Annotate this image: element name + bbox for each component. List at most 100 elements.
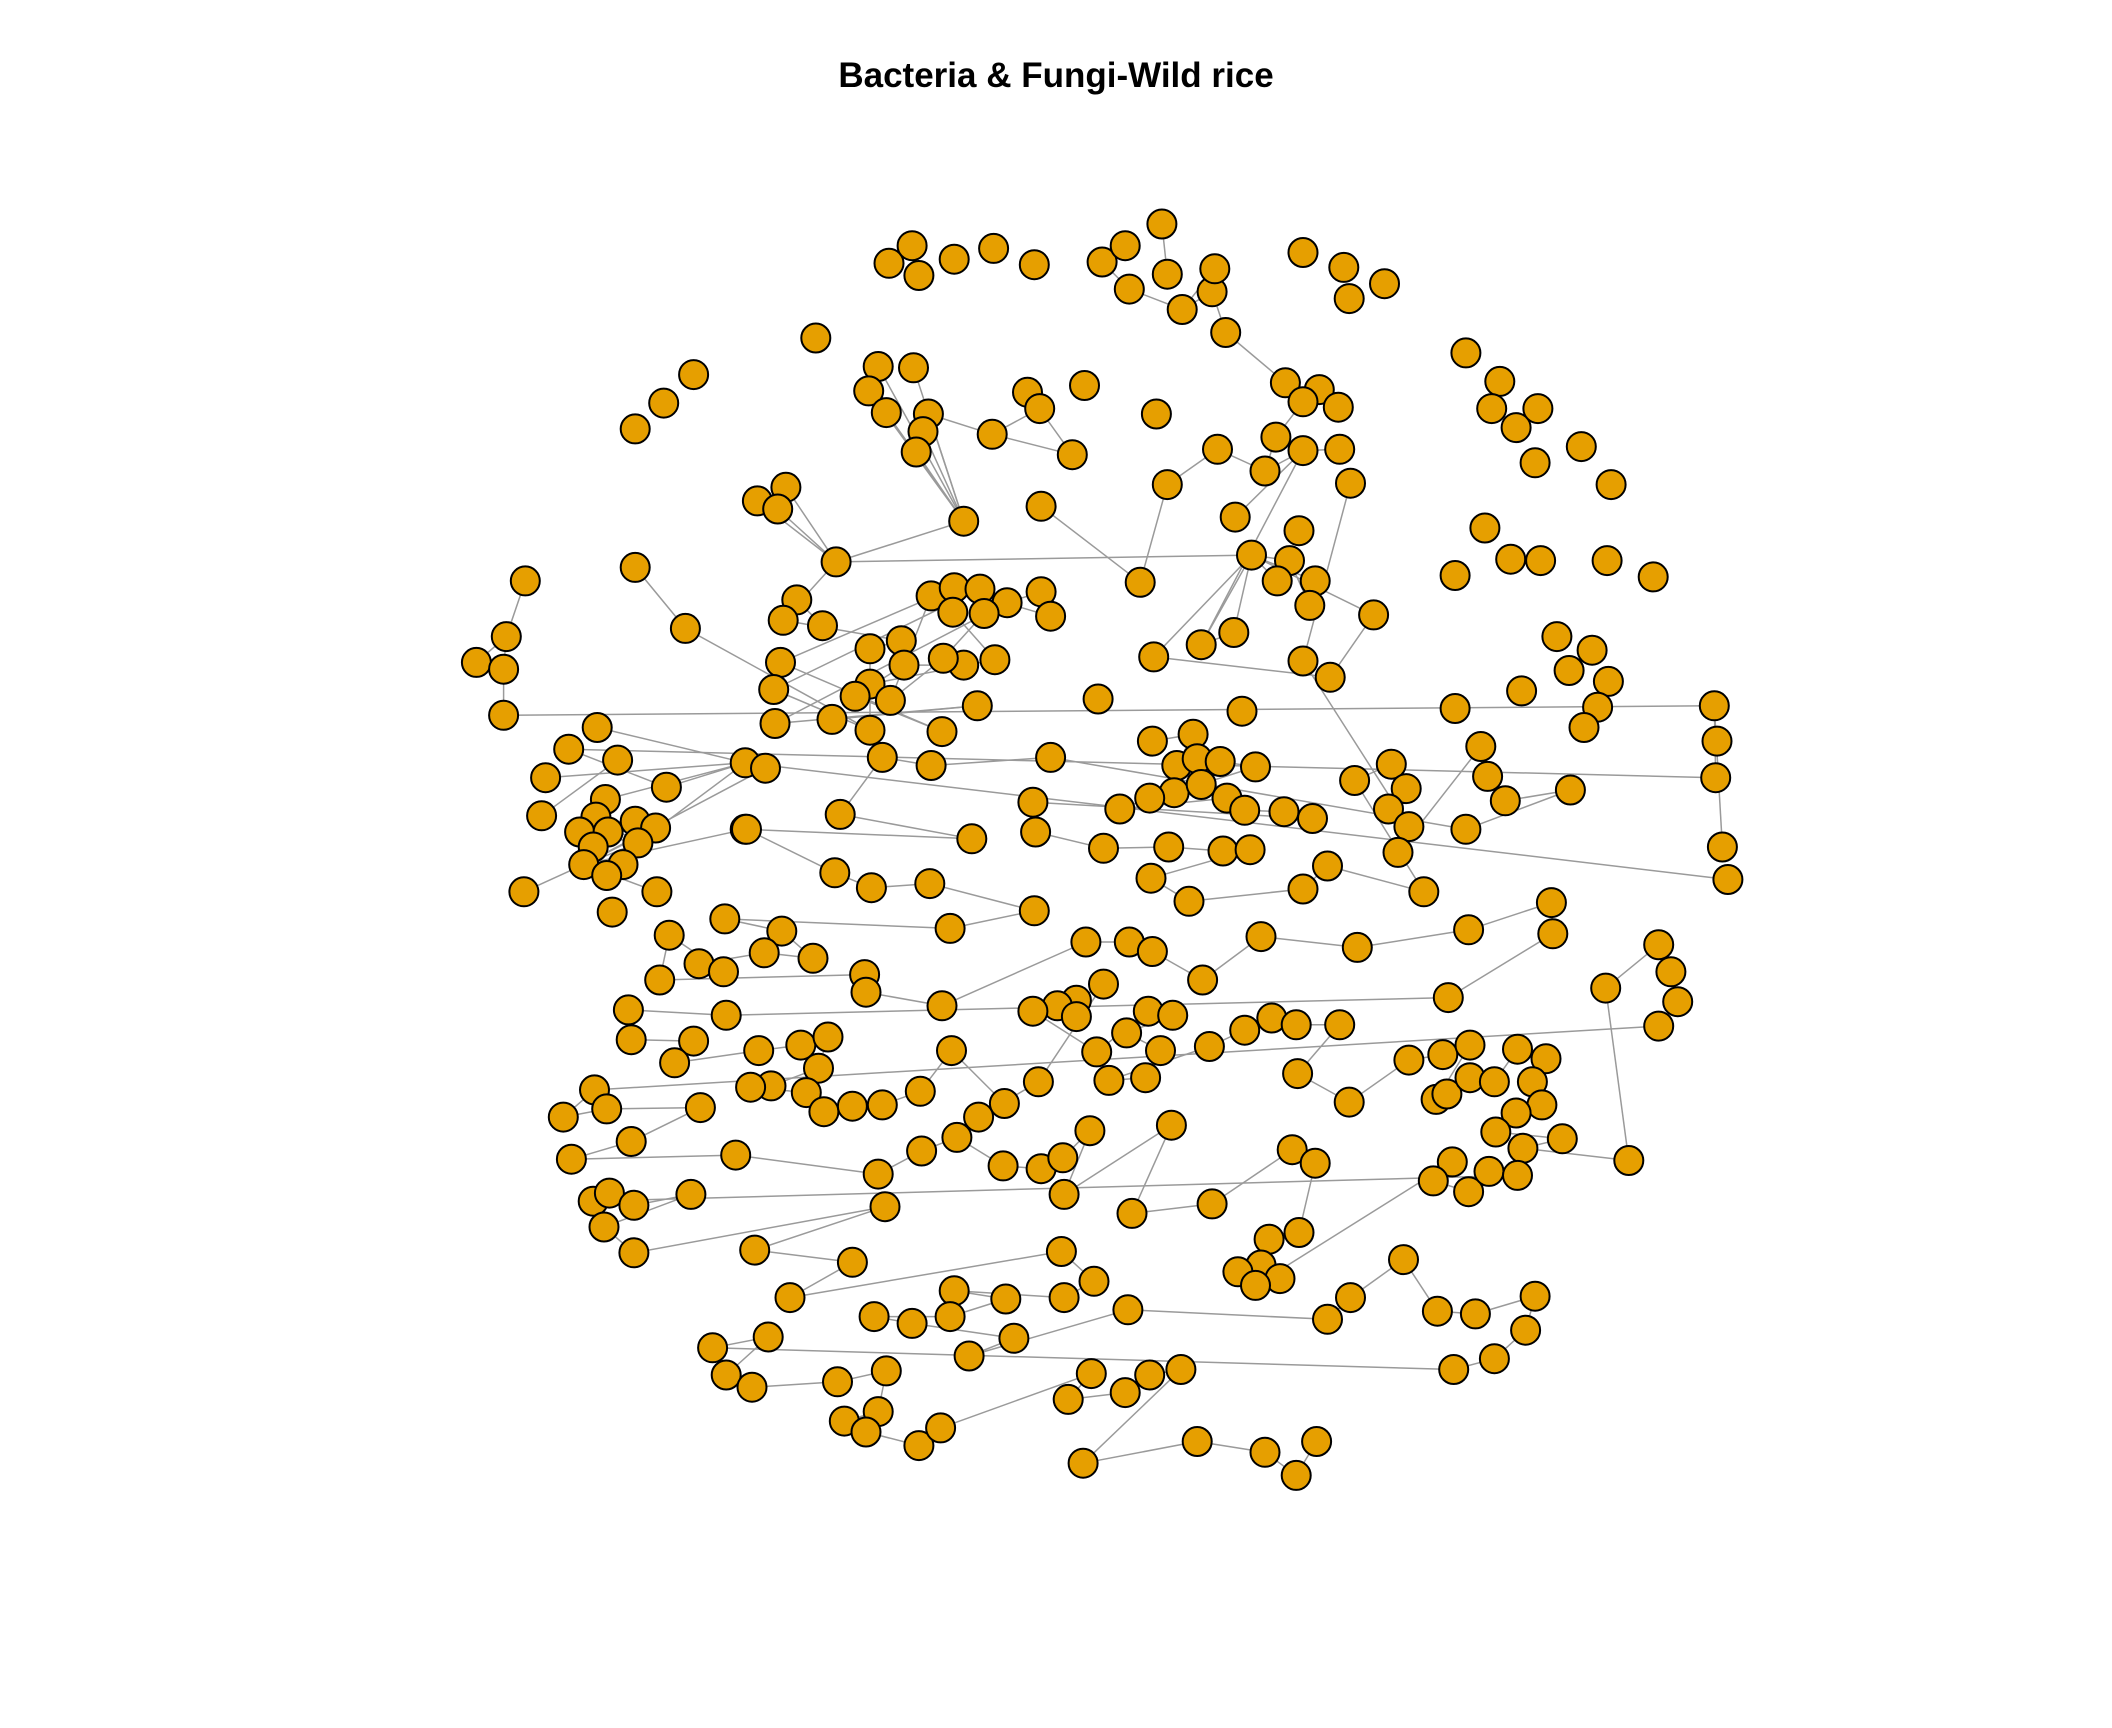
network-node [800,322,832,354]
network-node [822,1366,853,1398]
network-node [1358,599,1390,631]
network-edge [1604,988,1630,1161]
network-node [1157,999,1189,1031]
network-node [1199,253,1231,285]
network-node [1287,386,1319,418]
network-node [602,744,634,776]
network-node [1035,741,1067,773]
network-edge [1357,929,1469,949]
network-node [1145,1035,1176,1067]
network-edge [606,1106,701,1110]
network-node [1506,675,1538,707]
network-node [1324,433,1356,465]
network-node [1590,972,1622,1004]
network-node [750,752,781,784]
network-node [1700,762,1732,794]
network-node [854,714,886,746]
network-edge [583,767,766,866]
network-node [1613,1145,1645,1176]
network-edge [1037,983,1105,1083]
network-node [1069,370,1100,401]
network-node [1022,1066,1054,1098]
network-node [1187,964,1219,996]
network-node [1052,1383,1084,1415]
network-node [1495,543,1527,575]
network-edge [724,918,951,930]
network-node [767,604,799,636]
network-edge [545,762,746,779]
network-node [619,413,651,445]
network-node [990,1283,1022,1315]
network-node [619,551,651,583]
network-node [858,1301,890,1333]
network-node [1245,921,1277,953]
network-node [914,868,946,900]
network-node [1662,986,1694,1018]
network-node [869,1191,901,1223]
network-node [1112,1294,1144,1326]
network-edge [1327,865,1424,893]
network-node [581,712,613,743]
network-node [1024,393,1056,425]
network-edge [1082,1368,1182,1464]
network-node [948,505,980,537]
network-node [1698,690,1730,722]
network-node [1018,249,1050,281]
network-node [615,1126,647,1157]
node-layer [460,208,1744,1491]
network-node [1478,1343,1510,1375]
network-edge [503,705,1715,717]
network-edge [712,1347,1454,1371]
network-node [488,653,520,685]
network-node [1282,1058,1314,1090]
network-edge [1465,789,1571,831]
network-node [1322,391,1354,423]
network-node [710,999,742,1031]
network-node [1453,914,1485,946]
network-node [1427,1039,1459,1071]
network-node [735,1071,767,1103]
network-node [1655,956,1687,988]
network-node [937,596,969,628]
network-node [1240,751,1271,783]
network-node [1166,294,1198,325]
network-node [1173,885,1205,917]
network-node [1086,246,1118,278]
network-node [820,546,852,578]
network-edge [1153,554,1253,658]
network-node [979,644,1011,676]
network-node [1484,365,1516,397]
network-node [1146,208,1178,240]
network-edge [789,1250,1062,1299]
network-node [1268,796,1300,828]
network-node [1541,621,1573,653]
network-node [530,762,562,794]
network-node [1283,1217,1315,1248]
network-node [1185,769,1217,800]
network-node [1060,1001,1092,1033]
network-node [1595,469,1627,501]
network-node [1546,1123,1578,1155]
network-node [1017,995,1049,1027]
network-node [1287,435,1319,467]
network-node [1240,1269,1271,1301]
network-node [460,646,492,678]
network-node [739,1234,771,1266]
network-node [1153,831,1185,863]
network-node [1432,982,1464,1014]
network-edge [1127,1309,1328,1321]
network-node [1093,1064,1125,1096]
network-node [1074,1115,1106,1147]
network-node [593,1177,625,1209]
page-title: Bacteria & Fungi-Wild rice [838,56,1274,95]
network-node [1576,634,1608,666]
network-node [612,994,644,1026]
network-edge [1040,505,1141,583]
network-edge [1188,888,1304,903]
network-node [1047,1142,1079,1174]
network-node [1522,393,1554,425]
network-node [1489,785,1521,817]
network-edge [940,1372,1092,1429]
network-node [803,1052,834,1084]
network-node [678,1025,710,1057]
